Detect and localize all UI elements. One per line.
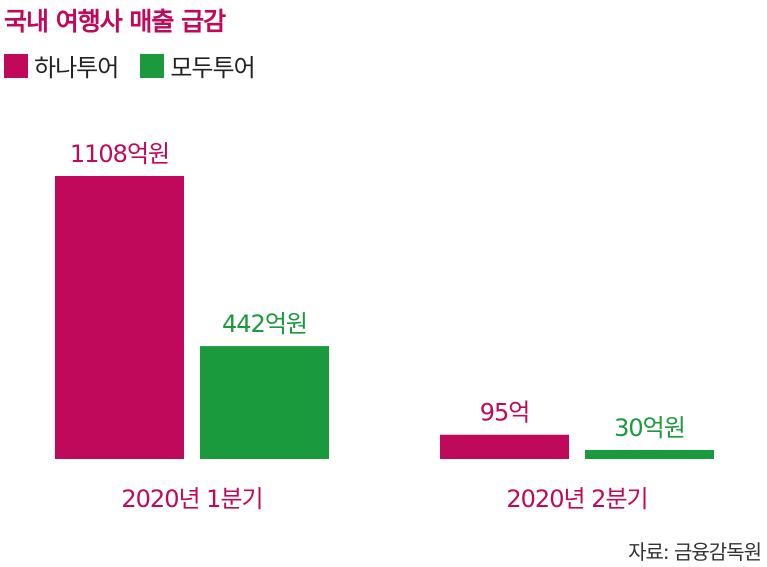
bar-hana-1 [55, 176, 184, 459]
category-label-2: 2020년 2분기 [506, 485, 647, 513]
legend-label-hana: 하나투어 [34, 54, 119, 82]
legend-item-hana: 하나투어 [4, 48, 119, 83]
bar-modu-1 [200, 346, 329, 459]
legend: 하나투어 모두투어 [4, 48, 277, 83]
legend-swatch-modu [140, 53, 165, 78]
bar-modu-2 [585, 450, 714, 459]
data-label-hana-2: 95억 [480, 399, 530, 427]
chart-title: 국내 여행사 매출 급감 [4, 7, 226, 36]
data-label-modu-1: 442억원 [222, 310, 307, 338]
legend-item-modu: 모두투어 [140, 48, 256, 83]
bar-hana-2 [440, 434, 569, 459]
data-label-hana-1: 1108억원 [70, 140, 169, 168]
legend-label-modu: 모두투어 [170, 54, 255, 82]
data-label-modu-2: 30억원 [614, 414, 685, 442]
source-note: 자료: 금융감독원 [628, 540, 762, 564]
category-label-1: 2020년 1분기 [121, 485, 262, 513]
legend-swatch-hana [4, 53, 28, 78]
